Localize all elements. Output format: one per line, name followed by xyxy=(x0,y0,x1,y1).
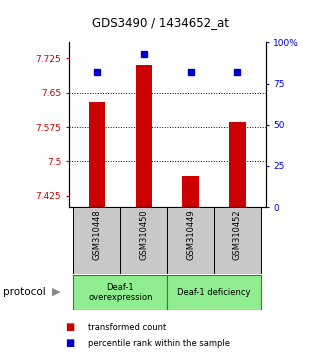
Text: transformed count: transformed count xyxy=(88,323,166,332)
Bar xyxy=(167,275,261,310)
Bar xyxy=(136,65,152,207)
Text: Deaf-1
overexpression: Deaf-1 overexpression xyxy=(88,283,153,302)
Bar xyxy=(74,207,120,274)
Bar xyxy=(89,102,105,207)
Text: GDS3490 / 1434652_at: GDS3490 / 1434652_at xyxy=(92,16,228,29)
Text: GSM310449: GSM310449 xyxy=(186,209,195,260)
Text: ■: ■ xyxy=(66,338,75,348)
Text: ■: ■ xyxy=(66,322,75,332)
Bar xyxy=(74,275,167,310)
Text: percentile rank within the sample: percentile rank within the sample xyxy=(88,339,230,348)
Text: GSM310448: GSM310448 xyxy=(92,209,101,260)
Text: protocol: protocol xyxy=(3,287,46,297)
Text: GSM310450: GSM310450 xyxy=(139,209,148,260)
Bar xyxy=(229,122,246,207)
Bar xyxy=(167,207,214,274)
Bar xyxy=(182,176,199,207)
Text: ▶: ▶ xyxy=(52,287,60,297)
Bar xyxy=(120,207,167,274)
Bar xyxy=(214,207,261,274)
Text: Deaf-1 deficiency: Deaf-1 deficiency xyxy=(177,288,251,297)
Text: GSM310452: GSM310452 xyxy=(233,209,242,260)
